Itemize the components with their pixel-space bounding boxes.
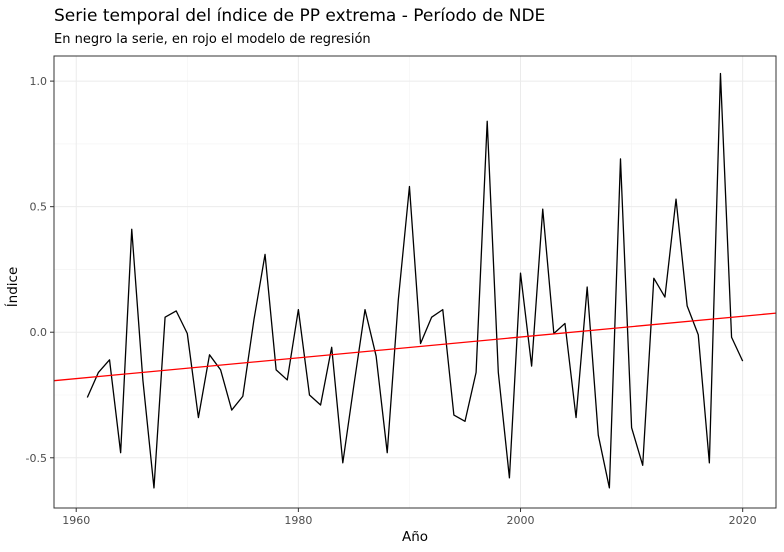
major-gridlines bbox=[54, 56, 776, 508]
x-tick-label: 1960 bbox=[62, 514, 90, 527]
x-tick-label: 2020 bbox=[729, 514, 757, 527]
regression-line bbox=[53, 312, 777, 382]
plot-panel-border bbox=[53, 55, 777, 509]
y-axis-label: Índice bbox=[4, 267, 21, 308]
y-tick-label: 0.0 bbox=[30, 326, 48, 339]
axis-ticks: 1960 1980 2000 2020 -0.5 0.0 0.5 1.0 bbox=[26, 75, 757, 527]
y-tick-label: -0.5 bbox=[26, 452, 47, 465]
series-line-index bbox=[86, 72, 744, 489]
y-tick-label: 0.5 bbox=[30, 201, 48, 214]
x-axis-label: Año bbox=[402, 529, 428, 545]
chart-title: Serie temporal del índice de PP extrema … bbox=[54, 6, 545, 26]
y-tick-label: 1.0 bbox=[30, 75, 48, 88]
x-tick-label: 1980 bbox=[284, 514, 312, 527]
chart-subtitle: En negro la serie, en rojo el modelo de … bbox=[54, 32, 371, 47]
series-layer bbox=[53, 72, 777, 489]
minor-gridlines bbox=[54, 56, 776, 508]
x-tick-label: 2000 bbox=[507, 514, 535, 527]
